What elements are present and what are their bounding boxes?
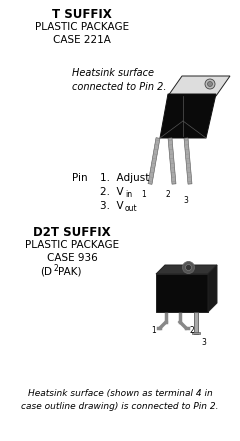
Text: CASE 221A: CASE 221A [53,35,111,45]
Text: 2: 2 [166,190,170,199]
Text: Pin: Pin [72,173,88,183]
Polygon shape [160,94,216,138]
Text: Heatsink surface: Heatsink surface [72,68,154,78]
Text: PLASTIC PACKAGE: PLASTIC PACKAGE [25,240,119,250]
Bar [192,332,200,334]
Bar [194,312,198,334]
Bar [156,274,208,312]
Text: 3.  V: 3. V [100,201,124,211]
Text: out: out [125,204,138,213]
Text: 1: 1 [142,190,146,199]
Polygon shape [168,76,230,96]
Text: case outline drawing) is connected to Pin 2.: case outline drawing) is connected to Pi… [21,402,219,411]
Polygon shape [168,138,176,184]
Text: CASE 936: CASE 936 [47,253,97,263]
Text: 3: 3 [184,196,188,205]
Polygon shape [208,265,217,312]
Circle shape [205,79,215,89]
Text: (D: (D [40,266,52,276]
Text: Heatsink surface (shown as terminal 4 in: Heatsink surface (shown as terminal 4 in [28,389,212,398]
Circle shape [182,262,194,273]
Text: 2: 2 [53,264,58,273]
Polygon shape [156,265,217,274]
Text: PAK): PAK) [58,266,82,276]
Text: PLASTIC PACKAGE: PLASTIC PACKAGE [35,22,129,32]
Polygon shape [148,138,160,184]
Text: T SUFFIX: T SUFFIX [52,8,112,21]
Text: in: in [125,190,132,199]
Text: 2.  V: 2. V [100,187,124,197]
Text: 2: 2 [190,326,194,335]
Circle shape [208,82,212,86]
Polygon shape [184,138,192,184]
Text: 3: 3 [202,338,206,347]
Circle shape [186,265,192,270]
Text: 1: 1 [152,326,156,335]
Text: 1.  Adjust: 1. Adjust [100,173,149,183]
Text: D2T SUFFIX: D2T SUFFIX [33,226,111,239]
Text: connected to Pin 2.: connected to Pin 2. [72,82,167,92]
